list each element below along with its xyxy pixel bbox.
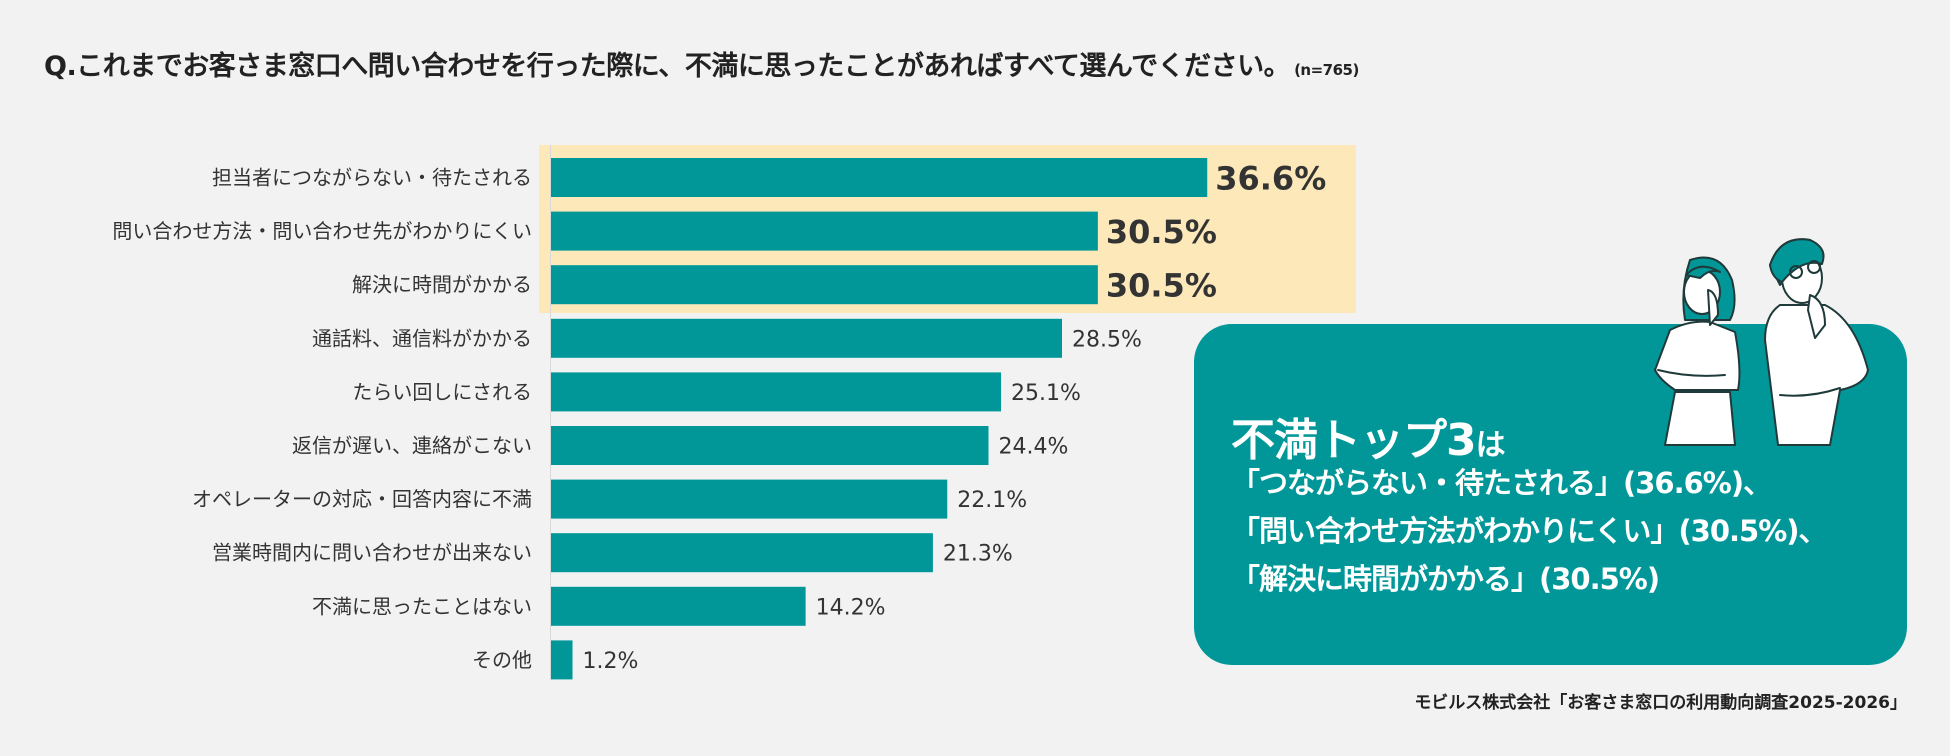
callout-heading-suffix: は: [1475, 428, 1506, 463]
category-label: 返信が遅い、連絡がこない: [292, 434, 532, 458]
source-note: モビルス株式会社「お客さま窓口の利用動向調査2025-2026」: [1414, 693, 1907, 713]
question-text: Q.これまでお客さま窓口へ問い合わせを行った際に、不満に思ったことがあればすべて…: [44, 51, 1291, 82]
value-label: 24.4%: [998, 435, 1068, 460]
bar: [551, 479, 948, 519]
value-label: 30.5%: [1106, 213, 1217, 251]
callout-line: 「つながらない・待たされる」(36.6%)、: [1231, 466, 1772, 500]
value-label: 1.2%: [583, 649, 639, 674]
category-label: 営業時間内に問い合わせが出来ない: [212, 541, 532, 565]
value-label: 22.1%: [957, 488, 1027, 513]
category-label: その他: [472, 648, 532, 672]
category-label: 不満に思ったことはない: [312, 594, 532, 618]
value-label: 25.1%: [1011, 381, 1081, 406]
value-label: 28.5%: [1072, 327, 1142, 352]
callout-line: 「解決に時間がかかる」(30.5%): [1231, 562, 1660, 596]
value-label: 36.6%: [1215, 160, 1326, 198]
bar: [551, 372, 1002, 412]
category-label: 解決に時間がかかる: [352, 273, 532, 297]
category-label: 問い合わせ方法・問い合わせ先がわかりにくい: [112, 219, 532, 243]
value-label: 21.3%: [943, 542, 1013, 567]
category-label: 通話料、通信料がかかる: [312, 326, 532, 350]
category-label: 担当者につながらない・待たされる: [212, 166, 532, 190]
axis-line: [550, 145, 551, 680]
thinking-people-illustration: [1654, 238, 1869, 446]
bar: [551, 586, 806, 626]
category-label: オペレーターの対応・回答内容に不満: [192, 487, 532, 511]
value-label: 30.5%: [1106, 267, 1217, 305]
value-label: 14.2%: [816, 595, 886, 620]
chart-title: Q.これまでお客さま窓口へ問い合わせを行った際に、不満に思ったことがあればすべて…: [44, 44, 1359, 83]
category-label: たらい回しにされる: [352, 380, 532, 404]
bar: [551, 533, 933, 573]
callout-heading-text: 不満トップ3: [1231, 415, 1477, 466]
callout-heading: 不満トップ3は: [1231, 404, 1506, 468]
bar: [551, 158, 1208, 197]
bar: [551, 640, 573, 680]
bar: [551, 211, 1098, 251]
bar: [551, 265, 1098, 305]
bar: [551, 318, 1063, 358]
callout-line: 「問い合わせ方法がわかりにくい」(30.5%)、: [1231, 514, 1828, 548]
bar: [551, 426, 989, 465]
sample-size: (n=765): [1294, 61, 1359, 79]
